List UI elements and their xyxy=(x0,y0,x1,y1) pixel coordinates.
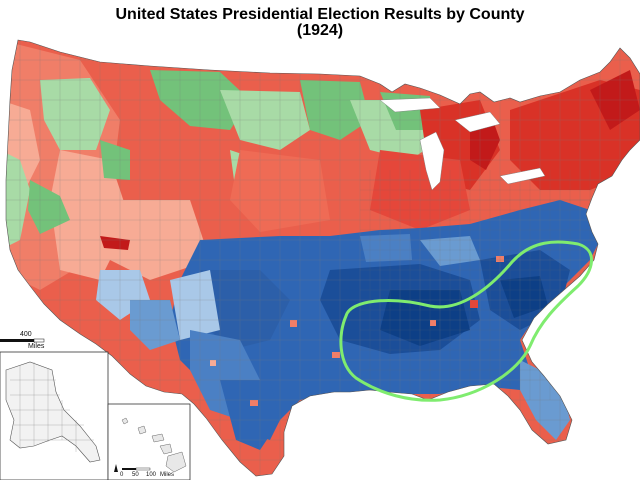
map-subtitle-year: (1924) xyxy=(296,22,344,39)
hawaii-scale-0: 0 xyxy=(120,472,124,478)
hawaii-island-molokai xyxy=(151,433,165,443)
lake-michigan xyxy=(419,131,445,191)
hawaii-island-kauai xyxy=(121,417,129,425)
scale-unit: Miles xyxy=(28,343,45,350)
hawaii-island-big xyxy=(165,451,187,473)
lake-huron xyxy=(454,111,501,133)
lake-superior xyxy=(379,97,441,113)
lake-erie xyxy=(499,167,546,185)
hawaii-scale-50: 50 xyxy=(132,472,139,478)
scale-bar: 400 Miles xyxy=(0,331,45,350)
scale-value: 400 xyxy=(20,331,32,338)
alaska-shape xyxy=(5,361,101,463)
hawaii-scale-unit: Miles xyxy=(160,472,174,478)
north-arrow-icon xyxy=(114,464,118,472)
hawaii-island-oahu xyxy=(137,425,147,435)
us-outline xyxy=(5,39,640,477)
map-title: United States Presidential Election Resu… xyxy=(115,6,525,23)
region-progressive-west xyxy=(40,78,110,150)
hawaii-island-maui xyxy=(159,443,173,455)
alaska-inset xyxy=(0,351,109,480)
hawaii-scale-100: 100 xyxy=(146,472,157,478)
highlight-loop-annotation xyxy=(339,240,593,402)
hawaii-inset: 0 50 100 Miles xyxy=(107,403,191,480)
hawaii-scale-bar: 0 50 100 Miles xyxy=(120,467,174,478)
